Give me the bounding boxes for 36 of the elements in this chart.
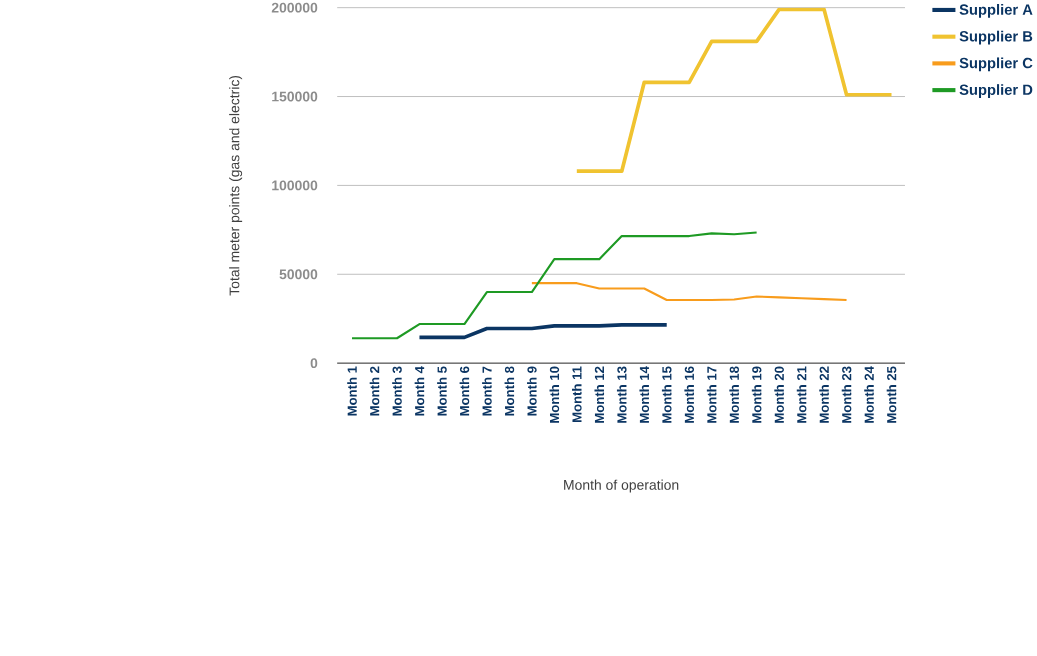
x-tick-label: Month 24 (864, 365, 874, 423)
x-tick-label: Month 13 (616, 366, 627, 423)
x-axis-title: Month of operation (564, 479, 679, 493)
x-tick-label: Month 17 (706, 366, 717, 423)
y-axis-title: Total meter points (gas and electric) (229, 75, 243, 296)
x-tick-label: Month 5 (437, 366, 447, 416)
x-tick-label: Month 10 (549, 366, 560, 423)
legend-label: Supplier B (959, 30, 1033, 45)
x-tick-label: Month 19 (751, 366, 762, 423)
x-tick-label: Month 25 (886, 366, 897, 423)
x-tick-label: Month 18 (729, 366, 739, 423)
y-tick-label: 100000 (272, 180, 318, 191)
x-tick-label: Month 4 (414, 365, 425, 416)
x-tick-label: Month 7 (482, 366, 492, 416)
x-tick-label: Month 9 (527, 366, 537, 416)
x-tick-label: Month 14 (639, 365, 650, 423)
y-tick-label: 150000 (272, 91, 318, 102)
legend-label: Supplier A (959, 3, 1033, 18)
x-tick-label: Month 11 (572, 366, 582, 422)
x-tick-label: Month 15 (661, 366, 672, 423)
y-tick-label: 200000 (271, 2, 318, 13)
legend-label: Supplier D (959, 83, 1033, 98)
x-tick-label: Month 16 (684, 366, 695, 423)
x-tick-label: Month 12 (594, 366, 605, 423)
x-tick-label: Month 1 (347, 366, 357, 416)
x-tick-label: Month 6 (459, 366, 470, 416)
legend-label: Supplier C (959, 57, 1033, 71)
x-tick-label: Month 3 (392, 366, 402, 416)
x-tick-label: Month 23 (841, 366, 852, 423)
y-tick-label: 0 (310, 358, 318, 368)
x-tick-label: Month 8 (504, 366, 515, 416)
y-tick-label: 50000 (279, 269, 318, 279)
x-tick-label: Month 22 (819, 366, 829, 423)
x-tick-label: Month 2 (369, 366, 380, 416)
x-tick-label: Month 20 (774, 366, 784, 423)
x-tick-label: Month 21 (796, 366, 807, 423)
